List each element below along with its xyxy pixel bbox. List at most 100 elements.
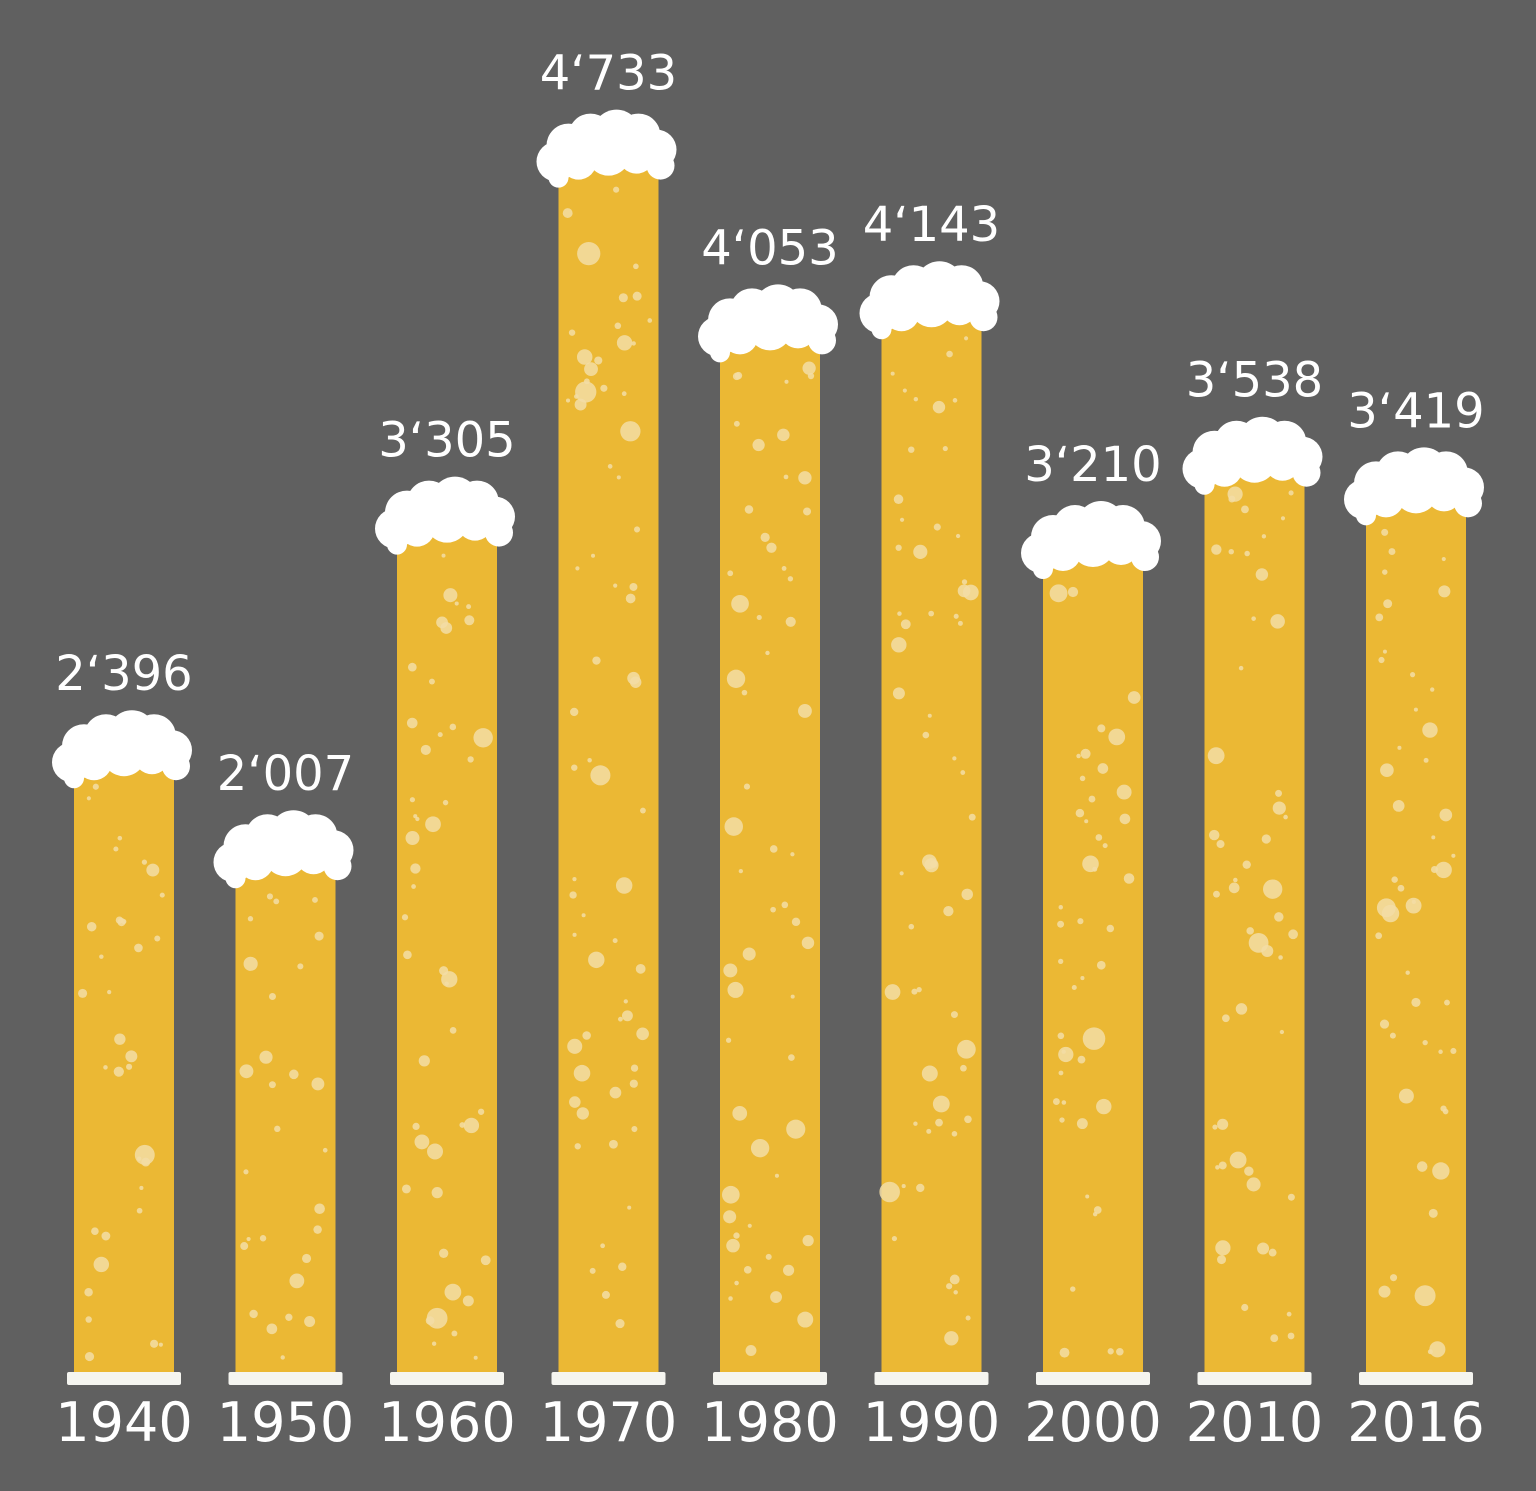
bubble bbox=[1261, 944, 1274, 958]
bubble bbox=[444, 1283, 462, 1301]
x-tick-label: 2016 bbox=[1347, 1391, 1484, 1454]
bubble bbox=[1422, 1039, 1428, 1046]
bubble bbox=[1097, 724, 1106, 733]
bubble bbox=[274, 1125, 281, 1133]
bubble bbox=[933, 523, 941, 531]
bubble bbox=[617, 1016, 623, 1022]
data-label: 4‘733 bbox=[540, 46, 677, 102]
bubble bbox=[1416, 1161, 1428, 1172]
bubble bbox=[964, 336, 969, 341]
bar-group-1970: 4‘733 1970 bbox=[536, 46, 677, 1454]
bubble bbox=[114, 1033, 126, 1045]
data-label: 4‘053 bbox=[701, 220, 838, 276]
bubble bbox=[620, 421, 641, 442]
bubble bbox=[895, 544, 902, 551]
bubble bbox=[1438, 585, 1451, 598]
foam bbox=[102, 732, 146, 777]
bubble bbox=[965, 1315, 971, 1321]
bubble bbox=[1272, 801, 1286, 815]
bubble bbox=[1096, 960, 1106, 970]
bubble bbox=[78, 988, 88, 998]
bubble bbox=[732, 1106, 748, 1121]
bubble bbox=[760, 532, 770, 542]
bar bbox=[74, 756, 174, 1372]
data-label: 2‘007 bbox=[217, 746, 354, 802]
bubble bbox=[960, 1064, 967, 1072]
bubble bbox=[629, 1079, 638, 1088]
bubble bbox=[1429, 1341, 1446, 1358]
x-tick-label: 1950 bbox=[217, 1391, 354, 1454]
bubble bbox=[573, 1064, 591, 1082]
bubble bbox=[411, 884, 416, 889]
bubble bbox=[463, 1117, 480, 1134]
foam bbox=[1033, 559, 1053, 580]
foam bbox=[425, 498, 469, 543]
bubble bbox=[807, 372, 815, 380]
bubble bbox=[1070, 1286, 1076, 1292]
bubble bbox=[1244, 1166, 1254, 1176]
bubble bbox=[1079, 775, 1086, 782]
bubble bbox=[449, 723, 457, 731]
bubble bbox=[935, 1118, 943, 1127]
bubble bbox=[1077, 1055, 1086, 1064]
bubble bbox=[1409, 672, 1416, 678]
bubble bbox=[1279, 1029, 1285, 1035]
foam bbox=[871, 319, 892, 340]
bubble bbox=[443, 588, 458, 603]
bubble bbox=[464, 615, 475, 626]
bubble bbox=[1057, 920, 1065, 928]
bubble bbox=[633, 526, 641, 533]
glass-base bbox=[390, 1372, 504, 1385]
bubble bbox=[924, 858, 939, 873]
bubble bbox=[459, 1122, 466, 1128]
bubble bbox=[1287, 1193, 1295, 1201]
bubble bbox=[418, 1055, 430, 1067]
bubble bbox=[1095, 834, 1103, 841]
bubble bbox=[1270, 614, 1285, 629]
bubble bbox=[1058, 1070, 1064, 1076]
bubble bbox=[1106, 924, 1115, 933]
bubble bbox=[1251, 616, 1256, 621]
bubble bbox=[1283, 814, 1288, 820]
bubble bbox=[614, 322, 622, 330]
bubble bbox=[1287, 1332, 1295, 1340]
data-label: 2‘396 bbox=[55, 646, 192, 702]
glass-base bbox=[228, 1372, 343, 1385]
bubble bbox=[1382, 569, 1388, 575]
foam bbox=[64, 768, 84, 789]
bubble bbox=[601, 1290, 610, 1299]
bubble bbox=[462, 1295, 474, 1307]
bubble bbox=[1052, 1098, 1060, 1105]
foam bbox=[387, 534, 407, 555]
glass-base bbox=[551, 1372, 666, 1385]
bubble bbox=[921, 1065, 938, 1082]
bubble bbox=[86, 921, 97, 932]
bubble bbox=[266, 1323, 278, 1335]
foam bbox=[646, 151, 675, 180]
bubble bbox=[569, 891, 577, 899]
bubble bbox=[899, 517, 905, 522]
bubble bbox=[908, 446, 915, 453]
bubble bbox=[891, 637, 907, 653]
bubble bbox=[1261, 834, 1271, 844]
bubble bbox=[301, 1253, 312, 1264]
bubble bbox=[406, 717, 418, 729]
foam bbox=[295, 838, 332, 875]
bubble bbox=[785, 616, 796, 627]
bubble bbox=[1397, 884, 1405, 892]
bubble bbox=[951, 1131, 958, 1137]
foam bbox=[941, 289, 978, 326]
bar-group-1940: 2‘396 1940 bbox=[52, 646, 193, 1454]
bubble bbox=[449, 1027, 457, 1034]
bar bbox=[1043, 547, 1143, 1372]
foam bbox=[225, 868, 246, 889]
foam bbox=[1394, 469, 1438, 514]
bubble bbox=[86, 796, 91, 801]
bubble bbox=[1080, 748, 1091, 759]
bubble bbox=[574, 394, 579, 399]
bar bbox=[1204, 462, 1305, 1372]
bubble bbox=[101, 1231, 111, 1241]
glass-base bbox=[1359, 1372, 1473, 1385]
bubble bbox=[783, 474, 789, 480]
bubble bbox=[727, 570, 734, 577]
